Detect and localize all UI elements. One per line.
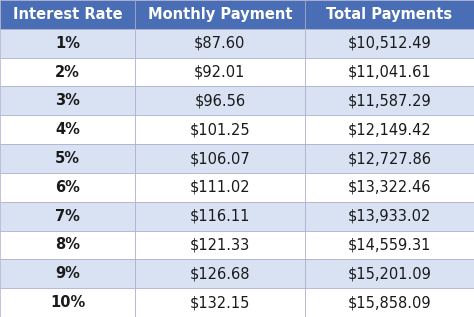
Bar — [135, 58, 305, 87]
Bar — [305, 29, 474, 58]
Text: 8%: 8% — [55, 237, 80, 252]
Bar — [305, 259, 474, 288]
Bar — [135, 115, 305, 144]
Bar — [0, 230, 135, 259]
Text: $116.11: $116.11 — [190, 209, 250, 223]
Text: 9%: 9% — [55, 266, 80, 281]
Text: 10%: 10% — [50, 295, 85, 310]
Bar — [135, 202, 305, 230]
Text: $87.60: $87.60 — [194, 36, 246, 51]
Bar — [0, 144, 135, 173]
Text: 5%: 5% — [55, 151, 80, 166]
Bar — [305, 144, 474, 173]
Bar — [305, 0, 474, 29]
Text: $14,559.31: $14,559.31 — [348, 237, 431, 252]
Bar — [135, 259, 305, 288]
Bar — [305, 58, 474, 87]
Text: $13,933.02: $13,933.02 — [348, 209, 431, 223]
Bar — [135, 144, 305, 173]
Bar — [135, 173, 305, 202]
Text: $121.33: $121.33 — [190, 237, 250, 252]
Bar — [135, 0, 305, 29]
Bar — [0, 0, 135, 29]
Bar — [135, 29, 305, 58]
Text: Total Payments: Total Payments — [326, 7, 453, 22]
Text: Monthly Payment: Monthly Payment — [148, 7, 292, 22]
Text: 1%: 1% — [55, 36, 80, 51]
Text: $96.56: $96.56 — [194, 94, 246, 108]
Text: $12,149.42: $12,149.42 — [347, 122, 431, 137]
Text: $13,322.46: $13,322.46 — [347, 180, 431, 195]
Text: $15,858.09: $15,858.09 — [347, 295, 431, 310]
Text: $12,727.86: $12,727.86 — [347, 151, 431, 166]
Text: $106.07: $106.07 — [190, 151, 250, 166]
Bar — [0, 259, 135, 288]
Bar — [0, 29, 135, 58]
Bar — [135, 87, 305, 115]
Bar — [0, 87, 135, 115]
Text: $15,201.09: $15,201.09 — [347, 266, 431, 281]
Text: 3%: 3% — [55, 94, 80, 108]
Bar — [0, 115, 135, 144]
Bar — [305, 230, 474, 259]
Bar — [0, 202, 135, 230]
Bar — [0, 173, 135, 202]
Bar — [135, 230, 305, 259]
Bar — [305, 115, 474, 144]
Bar — [0, 58, 135, 87]
Bar — [0, 288, 135, 317]
Text: $101.25: $101.25 — [190, 122, 250, 137]
Text: Interest Rate: Interest Rate — [13, 7, 122, 22]
Text: 6%: 6% — [55, 180, 80, 195]
Bar — [135, 288, 305, 317]
Text: $11,041.61: $11,041.61 — [347, 65, 431, 80]
Text: 2%: 2% — [55, 65, 80, 80]
Text: 4%: 4% — [55, 122, 80, 137]
Text: $92.01: $92.01 — [194, 65, 246, 80]
Text: $11,587.29: $11,587.29 — [347, 94, 431, 108]
Bar — [305, 288, 474, 317]
Text: $132.15: $132.15 — [190, 295, 250, 310]
Bar — [305, 173, 474, 202]
Text: $10,512.49: $10,512.49 — [347, 36, 431, 51]
Text: $111.02: $111.02 — [190, 180, 250, 195]
Text: $126.68: $126.68 — [190, 266, 250, 281]
Text: 7%: 7% — [55, 209, 80, 223]
Bar — [305, 202, 474, 230]
Bar — [305, 87, 474, 115]
